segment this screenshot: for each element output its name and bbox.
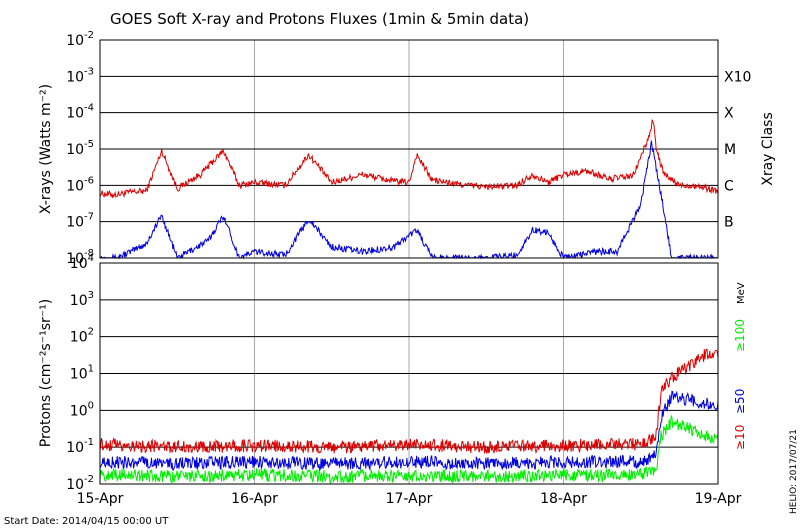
y-tick-label: 10-5	[66, 139, 94, 158]
proton-y-axis-label: Protons (cm⁻²s⁻¹sr⁻¹)	[38, 299, 54, 448]
xray-class-label: M	[724, 142, 736, 158]
y-tick-label: 10-1	[66, 437, 94, 456]
series-line-red	[99, 348, 719, 455]
y-tick-label: 10-7	[66, 212, 94, 231]
y-tick-label: 103	[70, 290, 94, 309]
xray-gridlines	[100, 40, 718, 258]
xray-class-labels: B C M X X10	[724, 69, 751, 230]
proton-unit-label: MeV	[736, 282, 747, 304]
y-tick-label: 10-3	[66, 66, 94, 85]
y-tick-label: 10-6	[66, 175, 94, 194]
x-tick-label: 17-Apr	[386, 491, 433, 507]
series-line-blue	[100, 140, 718, 260]
series-line-red	[99, 119, 719, 199]
start-date-label: Start Date: 2014/04/15 00:00 UT	[4, 516, 169, 527]
legend-entry-blue: ≥50	[733, 389, 747, 414]
series-line-green	[99, 414, 719, 484]
y-tick-label: 102	[70, 327, 94, 346]
y-tick-label: 100	[70, 400, 94, 419]
y-tick-label: 10-2	[66, 30, 94, 49]
proton-frame	[99, 262, 719, 485]
x-tick-labels: 15-Apr 16-Apr 17-Apr 18-Apr 19-Apr	[77, 491, 742, 507]
xray-y-tick-labels: 10-810-710-610-510-410-310-2	[66, 30, 94, 267]
x-tick-label: 16-Apr	[231, 491, 278, 507]
xray-series-group	[99, 119, 719, 260]
x-tick-label: 15-Apr	[77, 491, 124, 507]
proton-legend: MeV ≥100 ≥50 ≥10	[733, 282, 747, 450]
xray-class-axis-label: Xray Class	[760, 112, 776, 186]
series-line-blue	[99, 390, 719, 472]
credit-label: HELIO: 2017/07/21	[789, 429, 799, 514]
xray-class-label: B	[724, 215, 734, 231]
xray-class-label: X10	[724, 69, 751, 85]
x-tick-label: 19-Apr	[695, 491, 742, 507]
y-tick-label: 101	[70, 364, 94, 383]
legend-entry-red: ≥10	[733, 425, 747, 450]
xray-y-axis-label: X-rays (Watts m⁻²)	[38, 84, 54, 214]
xray-class-label: C	[724, 178, 734, 194]
xray-frame	[99, 39, 719, 259]
legend-entry-green: ≥100	[733, 319, 747, 352]
proton-series-group	[99, 348, 719, 484]
y-tick-label: 104	[70, 253, 94, 272]
x-tick-label: 18-Apr	[540, 491, 587, 507]
y-tick-label: 10-4	[66, 103, 94, 122]
xray-class-label: X	[724, 106, 734, 122]
chart-title: GOES Soft X-ray and Protons Fluxes (1min…	[110, 10, 529, 28]
